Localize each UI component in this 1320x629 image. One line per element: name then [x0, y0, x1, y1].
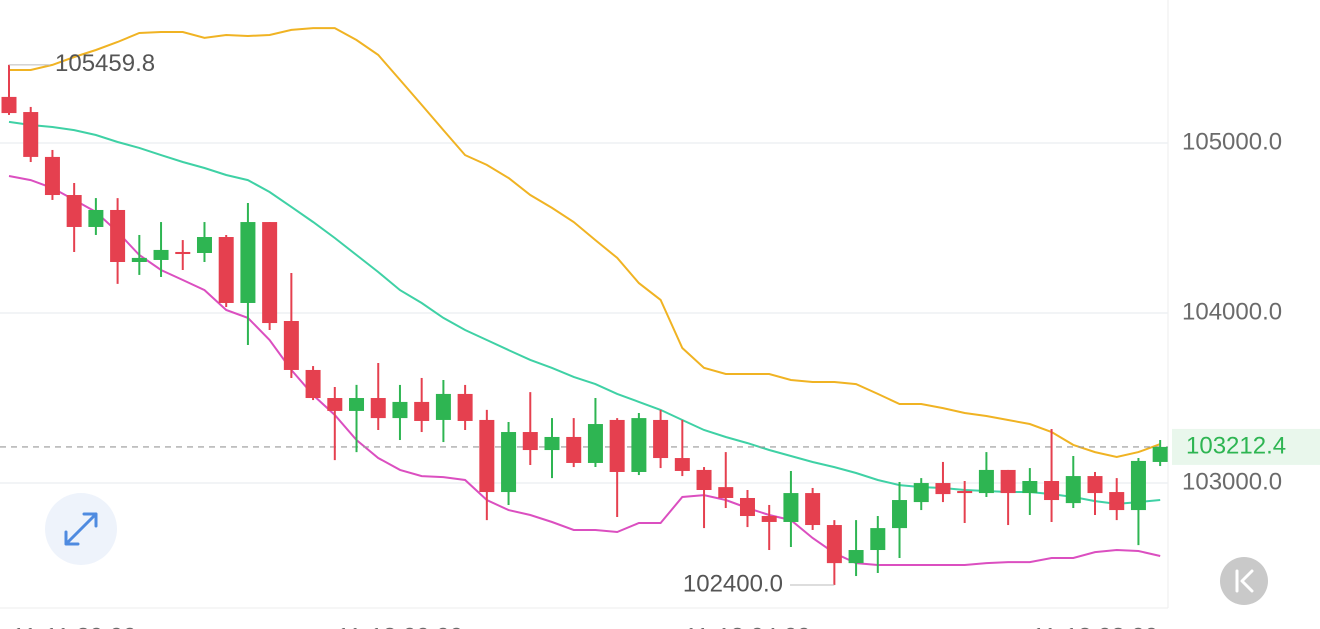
max-marker-label: 105459.8	[55, 50, 155, 77]
candle-body	[283, 321, 299, 370]
candle-body	[957, 491, 973, 494]
candle-body	[1022, 480, 1038, 494]
candle-body	[544, 436, 560, 451]
candle-body	[870, 528, 886, 551]
candle-body	[696, 469, 712, 491]
x-tick-label: 11-12 04:00	[684, 623, 810, 629]
candle-body	[218, 237, 234, 303]
candle-body	[457, 393, 473, 421]
band-line	[9, 27, 1161, 459]
candle-body	[761, 516, 777, 522]
band-line	[8, 175, 1161, 566]
candle-body	[631, 418, 647, 472]
candle-body	[674, 458, 690, 471]
last-price-label: 103212.4	[1186, 432, 1286, 459]
candle-body	[23, 112, 39, 157]
candle-body	[110, 209, 126, 263]
candle-body	[1065, 476, 1081, 504]
candle-body	[240, 222, 256, 303]
x-tick-label: 11-11 20:00	[12, 623, 137, 629]
candle-body	[1000, 469, 1016, 494]
candle-body	[1130, 460, 1146, 511]
expand-button[interactable]	[45, 493, 117, 565]
candle-body	[392, 401, 408, 419]
candle-body	[196, 237, 212, 253]
candle-body	[739, 497, 755, 517]
candle-body	[305, 369, 321, 399]
x-tick-label: 11-12 08:00	[1032, 623, 1158, 629]
candle-body	[414, 401, 430, 421]
candle-body	[435, 393, 451, 420]
candle-body	[826, 525, 842, 564]
candle-body	[88, 209, 104, 227]
candle-body	[566, 436, 582, 463]
candle-body	[175, 251, 191, 255]
candle-body	[609, 419, 625, 472]
candle-body	[935, 483, 951, 495]
candle-body	[479, 419, 495, 493]
candle-body	[1, 96, 17, 114]
candle-body	[653, 419, 669, 459]
candle-body	[44, 156, 60, 196]
y-tick-label: 103000.0	[1182, 468, 1282, 495]
candle-body	[262, 222, 278, 324]
candle-body	[892, 500, 908, 529]
candle-body	[327, 398, 343, 411]
candle-body	[131, 257, 147, 263]
candle-body	[913, 483, 929, 503]
candle-body	[349, 398, 365, 411]
candle-body	[66, 195, 82, 227]
y-tick-label: 105000.0	[1182, 128, 1282, 155]
band-line	[8, 120, 1161, 505]
candle-body	[783, 493, 799, 522]
candle-body	[805, 493, 821, 526]
candle-body	[978, 469, 994, 494]
x-tick-label: 11-12 00:00	[337, 623, 463, 629]
candle-body	[587, 424, 603, 463]
scroll-latest-button[interactable]	[1220, 557, 1268, 605]
candle-body	[501, 432, 517, 493]
candle-body	[1087, 476, 1103, 494]
candle-body	[1109, 492, 1125, 511]
min-marker-label: 102400.0	[683, 570, 783, 597]
candle-body	[1152, 446, 1168, 462]
y-tick-label: 104000.0	[1182, 298, 1282, 325]
candle-body	[522, 432, 538, 451]
candle-body	[1044, 480, 1060, 501]
candle-body	[370, 398, 386, 419]
candle-body	[848, 550, 864, 564]
candle-body	[153, 249, 169, 260]
candle-body	[718, 487, 734, 498]
last-price-tag	[1172, 428, 1320, 465]
